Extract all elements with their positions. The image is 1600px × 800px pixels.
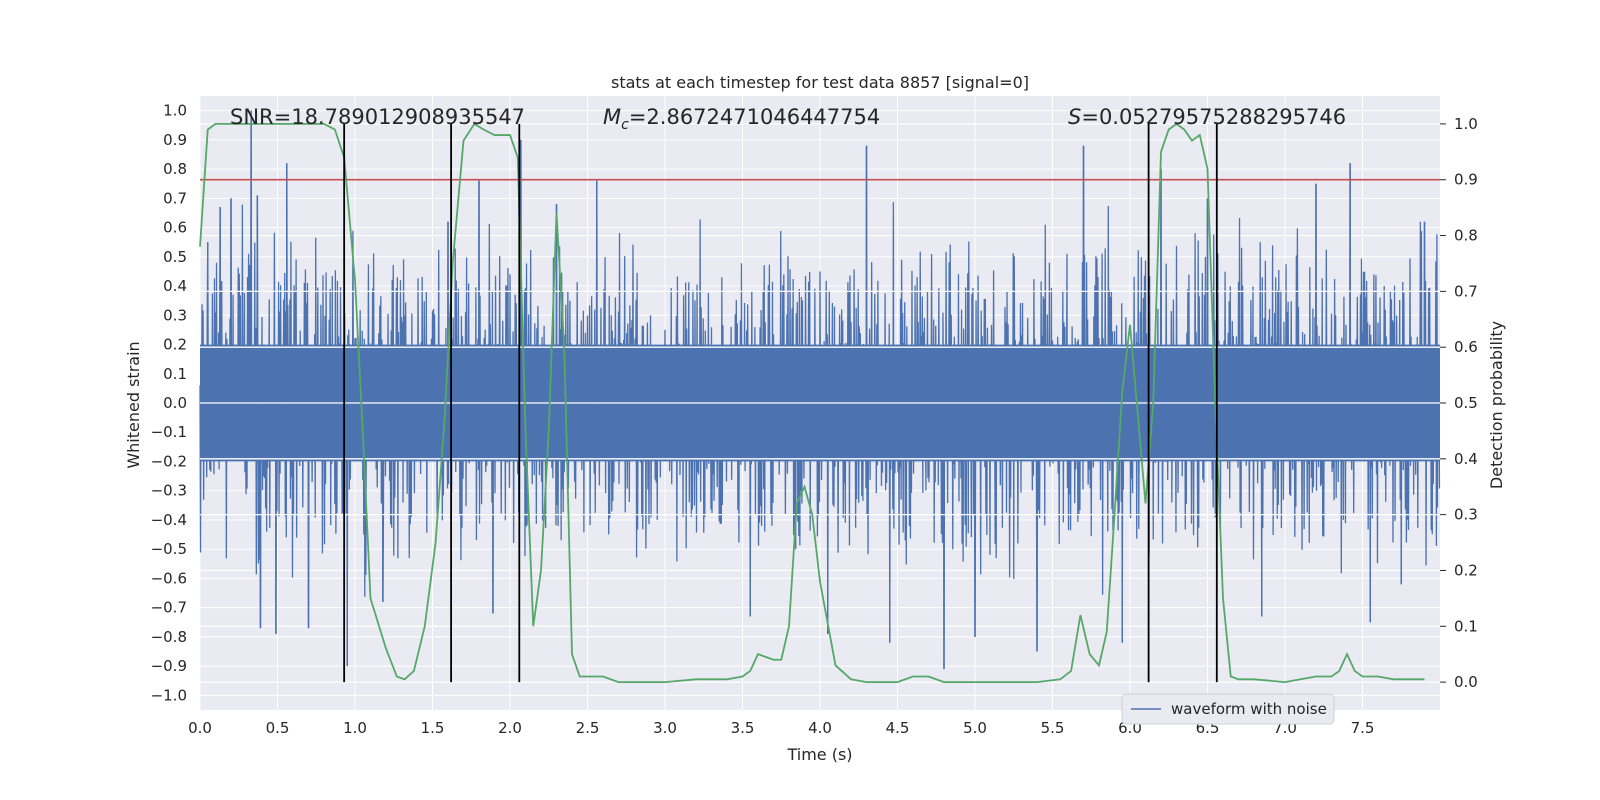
chirp-mass-subscript: c [621, 117, 629, 133]
legend-label: waveform with noise [1171, 700, 1327, 718]
y-left-tick-label: 0.1 [163, 365, 187, 383]
x-tick-label: 3.0 [653, 719, 677, 737]
s-value: =0.05279575288295746 [1081, 105, 1346, 129]
x-tick-label: 7.5 [1351, 719, 1375, 737]
y-right-tick-label: 0.5 [1454, 394, 1478, 412]
y-right-tick-label: 0.2 [1454, 561, 1478, 579]
x-tick-label: 5.5 [1041, 719, 1065, 737]
y-right-tick-label: 0.0 [1454, 673, 1478, 691]
y-left-tick-label: 0.4 [163, 277, 187, 295]
vertical-markers [343, 123, 1218, 683]
s-symbol: S [1068, 105, 1081, 129]
y-left-tick-label: −0.3 [151, 482, 187, 500]
x-tick-label: 1.5 [421, 719, 445, 737]
y-right-tick-label: 0.3 [1454, 506, 1478, 524]
y-left-tick-label: −0.6 [151, 569, 187, 587]
x-tick-label: 5.0 [963, 719, 987, 737]
y-left-tick-label: −0.4 [151, 511, 187, 529]
y-left-tick-label: −0.1 [151, 423, 187, 441]
waveform-series [199, 110, 1441, 670]
y-right-tick-label: 0.4 [1454, 450, 1478, 468]
y-left-tick-label: −0.8 [151, 628, 187, 646]
x-tick-label: 4.5 [886, 719, 910, 737]
s-annotation: S=0.05279575288295746 [1068, 105, 1346, 129]
y-left-tick-label: −0.2 [151, 452, 187, 470]
chirp-mass-annotation: Mc=2.8672471046447754 [603, 105, 880, 133]
y-left-tick-label: 0.8 [163, 160, 187, 178]
y-axis-label-left: Whitened strain [124, 341, 143, 468]
y-left-tick-label: 0.6 [163, 219, 187, 237]
y-axis-label-right: Detection probability [1487, 321, 1506, 489]
y-right-tick-label: 0.1 [1454, 617, 1478, 635]
y-left-tick-label: −0.5 [151, 540, 187, 558]
legend: waveform with noise [1121, 693, 1335, 725]
y-left-tick-label: 0.9 [163, 131, 187, 149]
y-right-tick-label: 0.8 [1454, 227, 1478, 245]
x-tick-label: 0.0 [188, 719, 212, 737]
x-tick-label: 4.0 [808, 719, 832, 737]
probability-series [199, 122, 1440, 683]
y-left-tick-label: 0.2 [163, 336, 187, 354]
x-tick-label: 2.0 [498, 719, 522, 737]
y-right-tick-label: 1.0 [1454, 115, 1478, 133]
chart-title: stats at each timestep for test data 885… [611, 73, 1029, 92]
y-right-tick-label: 0.6 [1454, 338, 1478, 356]
y-left-tick-label: 0.0 [163, 394, 187, 412]
y-right-tick-label: 0.7 [1454, 282, 1478, 300]
y-right-tick-label: 0.9 [1454, 171, 1478, 189]
y-left-tick-label: 0.5 [163, 248, 187, 266]
probability-line [199, 122, 1425, 683]
x-tick-label: 3.5 [731, 719, 755, 737]
y-left-tick-label: 0.7 [163, 189, 187, 207]
x-axis-label: Time (s) [786, 745, 852, 764]
x-tick-label: 0.5 [266, 719, 290, 737]
chirp-mass-value: =2.8672471046447754 [629, 105, 880, 129]
y-left-tick-label: −0.9 [151, 657, 187, 675]
y-left-tick-label: −0.7 [151, 599, 187, 617]
y-left-tick-label: 1.0 [163, 102, 187, 120]
snr-annotation: SNR=18.789012908935547 [230, 105, 525, 129]
x-tick-label: 1.0 [343, 719, 367, 737]
y-left-tick-label: 0.3 [163, 306, 187, 324]
legend-box [1121, 693, 1335, 725]
y-left-tick-label: −1.0 [151, 686, 187, 704]
chirp-mass-symbol: M [603, 105, 621, 129]
x-tick-label: 2.5 [576, 719, 600, 737]
